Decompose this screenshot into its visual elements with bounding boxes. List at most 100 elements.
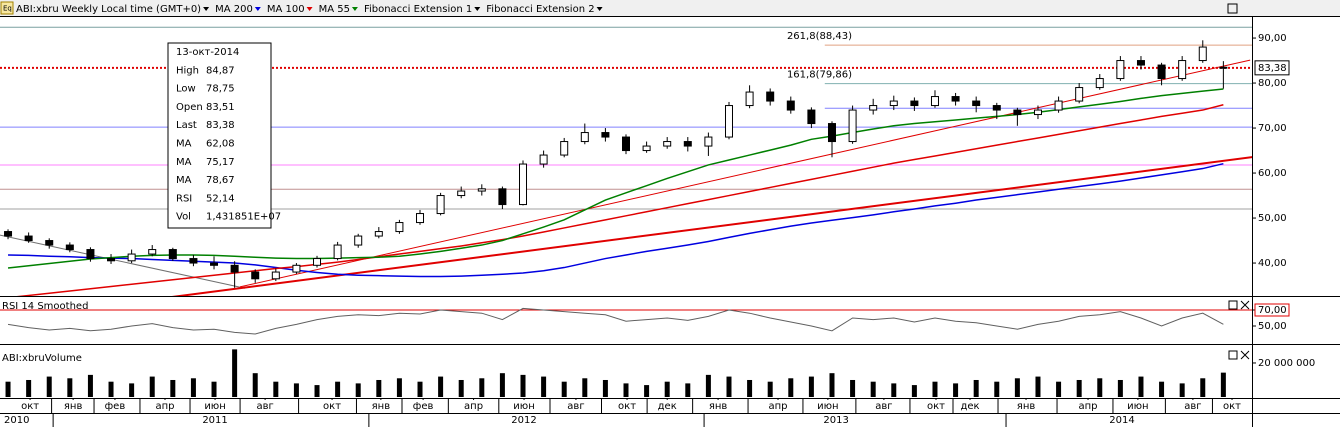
volume-bar bbox=[396, 378, 402, 397]
volume-bar bbox=[541, 376, 547, 397]
symbol-icon[interactable] bbox=[0, 1, 14, 15]
volume-bar bbox=[26, 379, 32, 397]
x-tick-label: янв bbox=[372, 401, 391, 412]
volume-bar bbox=[994, 381, 1000, 397]
info-value: 83,38 bbox=[206, 120, 235, 131]
candle-body bbox=[148, 249, 157, 255]
close-button[interactable] bbox=[1240, 300, 1250, 310]
x-tick-label: апр bbox=[769, 401, 788, 412]
volume-bar bbox=[829, 373, 835, 397]
volume-bar bbox=[520, 374, 526, 397]
info-value: 1,431851E+07 bbox=[206, 212, 281, 223]
volume-bar bbox=[499, 373, 505, 397]
candle-body bbox=[560, 141, 569, 156]
y-tick-label: 80,00 bbox=[1258, 78, 1287, 89]
candle-body bbox=[869, 105, 878, 111]
candle-body bbox=[436, 195, 445, 215]
volume-bar bbox=[582, 378, 588, 397]
year-label: 2011 bbox=[202, 415, 227, 426]
volume-bar bbox=[46, 376, 52, 397]
y-tick-label: 70,00 bbox=[1258, 123, 1287, 134]
study-label[interactable]: Fibonacci Extension 2 bbox=[486, 4, 594, 15]
x-tick-label: июн bbox=[1127, 401, 1148, 412]
x-tick-label: янв bbox=[64, 401, 83, 412]
volume-bar bbox=[1179, 383, 1185, 397]
volume-bar bbox=[1117, 379, 1123, 397]
candle-body bbox=[45, 240, 54, 246]
dropdown-arrow bbox=[596, 7, 603, 11]
candle-body bbox=[683, 141, 692, 147]
year-label: 2013 bbox=[823, 415, 848, 426]
candle-body bbox=[807, 109, 816, 125]
volume-bar bbox=[335, 381, 341, 397]
volume-bar bbox=[438, 376, 444, 397]
x-tick-label: окт bbox=[21, 401, 39, 412]
x-tick-label: фев bbox=[105, 401, 126, 412]
volume-bar bbox=[273, 381, 279, 397]
maximize-button[interactable] bbox=[1227, 3, 1238, 14]
volume-bar bbox=[870, 381, 876, 397]
dropdown-arrow bbox=[351, 7, 358, 11]
symbol-label[interactable]: ABI:xbru Weekly Local time (GMT+0) bbox=[16, 4, 201, 15]
candle-body bbox=[498, 188, 507, 206]
study-label[interactable]: MA 55 bbox=[319, 4, 350, 15]
candle-body bbox=[992, 105, 1001, 111]
year-label: 2012 bbox=[511, 415, 536, 426]
volume-bar bbox=[726, 376, 732, 397]
maximize-button[interactable] bbox=[1228, 350, 1238, 360]
maximize-button[interactable] bbox=[1228, 300, 1238, 310]
x-tick-label: окт bbox=[618, 401, 636, 412]
candle-body bbox=[333, 244, 342, 260]
volume-bar bbox=[5, 381, 11, 397]
candle-body bbox=[1075, 87, 1084, 102]
candle-body bbox=[951, 96, 960, 102]
x-tick-label: янв bbox=[1017, 401, 1036, 412]
study-label[interactable]: Fibonacci Extension 1 bbox=[364, 4, 472, 15]
candle-body bbox=[704, 136, 713, 147]
candle-body bbox=[251, 271, 260, 280]
candle-body bbox=[477, 188, 486, 192]
candle-body bbox=[622, 136, 630, 152]
info-value: 78,67 bbox=[206, 175, 235, 186]
candle-body bbox=[910, 100, 919, 107]
study-label[interactable]: MA 200 bbox=[215, 4, 253, 15]
close-button[interactable] bbox=[1240, 350, 1250, 360]
candle-body bbox=[86, 249, 95, 260]
dropdown-arrow bbox=[254, 7, 261, 11]
candle-body bbox=[374, 231, 383, 237]
candle-body bbox=[127, 253, 136, 262]
dropdown-arrow bbox=[306, 7, 313, 11]
pane-title: RSI 14 Smoothed bbox=[2, 301, 88, 312]
volume-bar bbox=[767, 381, 773, 397]
candle-body bbox=[292, 264, 301, 273]
study-label[interactable]: MA 100 bbox=[267, 4, 305, 15]
info-date: 13-окт-2014 bbox=[176, 47, 239, 58]
volume-bar bbox=[1014, 378, 1020, 397]
candle-body bbox=[189, 258, 198, 264]
info-value: 84,87 bbox=[206, 65, 235, 76]
candle-body bbox=[827, 123, 836, 143]
x-tick-label: фев bbox=[413, 401, 434, 412]
moving-average bbox=[16, 104, 1224, 296]
volume-bar bbox=[911, 385, 917, 397]
volume-bar bbox=[87, 374, 93, 397]
info-label: Open bbox=[176, 102, 203, 113]
info-label: High bbox=[176, 65, 199, 76]
volume-bar bbox=[644, 385, 650, 397]
y-tick-label: 60,00 bbox=[1258, 168, 1287, 179]
volume-bar bbox=[149, 376, 155, 397]
info-value: 75,17 bbox=[206, 157, 235, 168]
info-label: MA bbox=[176, 139, 192, 150]
candle-body bbox=[1136, 60, 1145, 66]
volume-bar bbox=[190, 378, 196, 397]
last-price-label: 83,38 bbox=[1258, 63, 1287, 74]
x-tick-label: июн bbox=[817, 401, 838, 412]
volume-bar bbox=[747, 379, 753, 397]
candle-body bbox=[457, 190, 466, 197]
symbol-icon-text: Eq bbox=[3, 5, 12, 13]
volume-bar bbox=[355, 383, 361, 397]
pane-title: ABI:xbruVolume bbox=[2, 353, 82, 364]
info-label: Low bbox=[176, 84, 196, 95]
volume-bar bbox=[973, 379, 979, 397]
